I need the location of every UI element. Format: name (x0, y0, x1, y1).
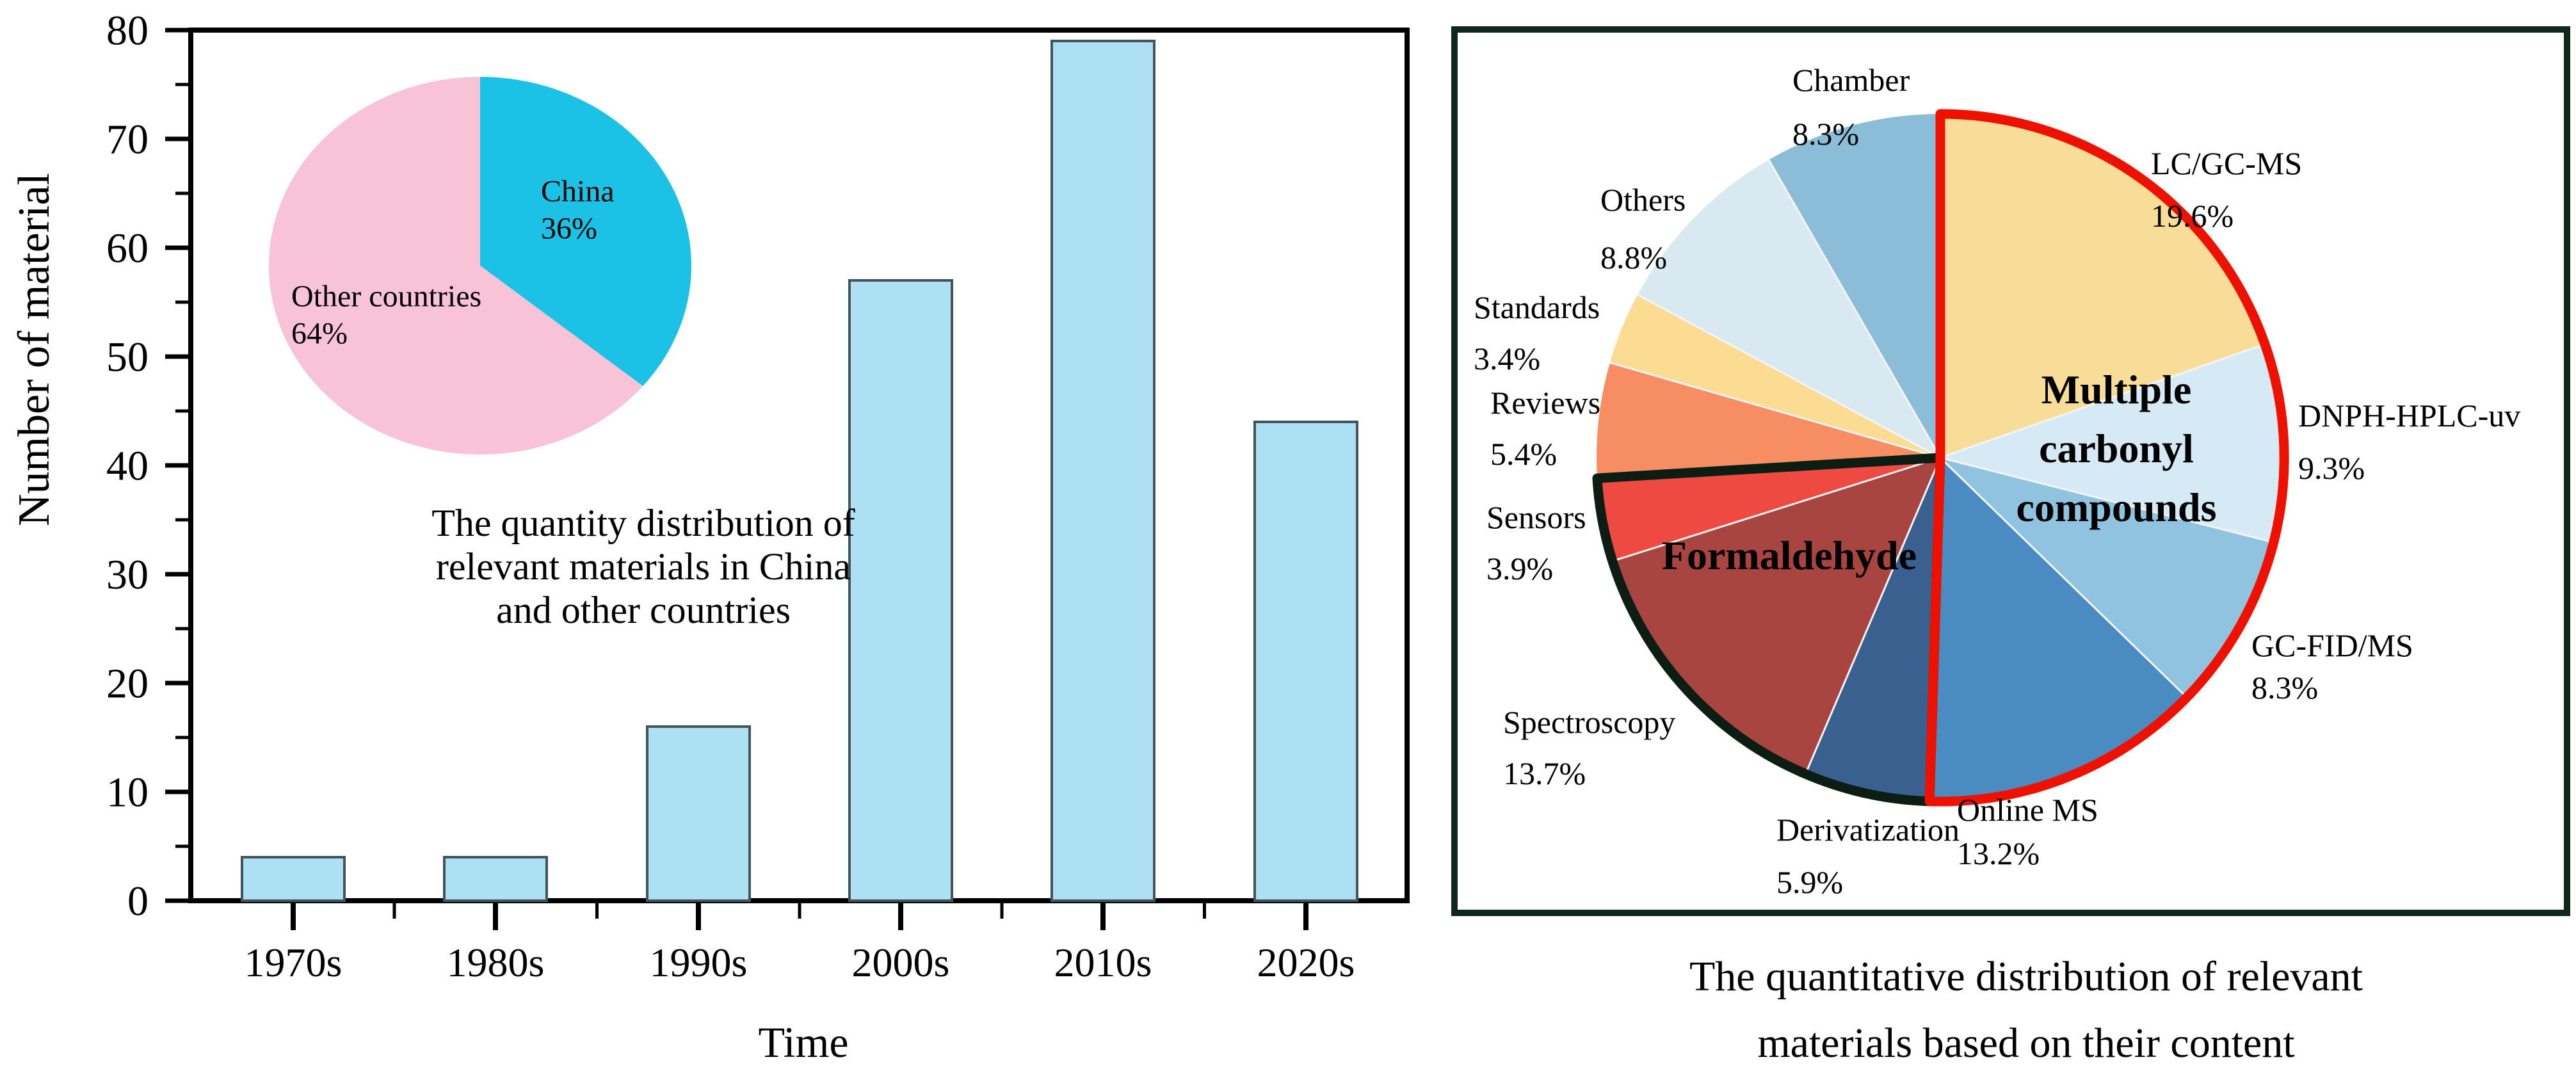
pie-slice-DNPH-HPLC-uv (1940, 344, 2285, 543)
pie-label-Chamber: Chamber (1792, 62, 1910, 98)
pie-slice-Reviews (1597, 362, 1940, 479)
pie-slice-Online MS (1929, 458, 2187, 801)
pie-label-Spectroscopy: Spectroscopy (1503, 704, 1675, 740)
pie-slice-Derivatization (1805, 458, 1940, 801)
x-tick-label: 2010s (1054, 940, 1152, 985)
bar-1980s (443, 856, 548, 902)
x-tick-label: 2000s (852, 940, 950, 985)
group-label-Multiple carbonyl compounds: Multiple (2041, 367, 2192, 412)
y-tick-label: 70 (106, 116, 149, 163)
pie-label-Reviews: Reviews (1490, 385, 1600, 421)
slice-divider (1940, 456, 2274, 544)
y-tick-label: 50 (106, 334, 149, 380)
bar-1990s (646, 725, 751, 902)
slice-divider (1637, 293, 1941, 459)
bar-2000s (848, 279, 953, 902)
y-tick-label: 20 (106, 660, 149, 707)
y-tick-label: 60 (106, 225, 149, 271)
x-tick-label: 1990s (650, 940, 748, 985)
content-pie-caption-line: The quantitative distribution of relevan… (1689, 953, 2363, 1000)
pie-pct-Derivatization: 5.9% (1776, 864, 1843, 900)
pie-label-Standards: Standards (1474, 289, 1600, 325)
inset-slice-label: China (541, 174, 615, 208)
content-pie-caption-line: materials based on their content (1757, 1020, 2295, 1067)
y-axis-title: Number of material (10, 173, 59, 526)
pie-pct-DNPH-HPLC-uv: 9.3% (2298, 450, 2365, 486)
bar-2020s (1253, 421, 1358, 902)
inset-pie-caption-line: relevant materials in China (435, 545, 851, 588)
pie-label-LC/GC-MS: LC/GC-MS (2151, 145, 2302, 181)
pie-label-GC-FID/MS: GC-FID/MS (2251, 627, 2413, 663)
content-pie-panel: LC/GC-MS 19.6% DNPH-HPLC-uv 9.3% GC-FID/MS 8.… (1451, 26, 2570, 916)
pie-pct-Reviews: 5.4% (1490, 436, 1557, 472)
x-tick-label: 1980s (447, 940, 545, 985)
pie-slice-Sensors (1597, 458, 1940, 561)
slice-divider (1767, 159, 1942, 458)
pie-label-Online MS: Online MS (1957, 792, 2098, 828)
x-tick-label: 2020s (1257, 940, 1355, 985)
pie-pct-Online MS: 13.2% (1957, 835, 2040, 871)
inset-slice-label: Other countries (291, 279, 481, 313)
pie-pct-Sensors: 3.9% (1486, 551, 1553, 586)
inset-slice-pct: 36% (541, 211, 597, 245)
pie-pct-LC/GC-MS: 19.6% (2151, 198, 2234, 234)
pie-slice-Chamber (1768, 114, 1940, 458)
group-outline-Formaldehyde (1592, 453, 1945, 807)
bar-1970s (241, 856, 346, 902)
pie-slice-Standards (1609, 294, 1940, 458)
group-label-Multiple carbonyl compounds: compounds (2017, 485, 2217, 530)
inset-pie-caption-line: and other countries (496, 589, 791, 631)
y-tick-label: 30 (106, 551, 149, 598)
group-label-Multiple carbonyl compounds: carbonyl (2039, 426, 2194, 471)
pie-pct-Spectroscopy: 13.7% (1503, 755, 1586, 791)
inset-slice-Other countries (269, 77, 643, 455)
y-tick-label: 80 (106, 7, 149, 54)
pie-label-DNPH-HPLC-uv: DNPH-HPLC-uv (2298, 398, 2520, 433)
pie-label-Others: Others (1600, 182, 1686, 218)
pie-pct-Standards: 3.4% (1474, 341, 1540, 376)
inset-slice-pct: 64% (291, 316, 348, 350)
group-outline-Multiple carbonyl compounds (1924, 109, 2289, 807)
y-tick-label: 0 (127, 878, 149, 924)
group-label-Formaldehyde: Formaldehyde (1662, 533, 1917, 578)
pie-pct-Others: 8.8% (1600, 239, 1667, 275)
left-bar-chart: 0 10 20 30 40 50 60 70 80 1970s 1980s 1990s 2000s 201… (10, 7, 1410, 1067)
pie-slice-Others (1638, 159, 1940, 458)
x-tick-label: 1970s (245, 940, 342, 985)
slice-divider (1612, 456, 1941, 562)
y-tick-label: 10 (106, 769, 149, 816)
pie-pct-Chamber: 8.3% (1792, 116, 1859, 152)
inset-pie-caption: The quantity distribution of relevant ma… (269, 501, 1018, 632)
pie-slice-GC-FID/MS (1940, 458, 2274, 698)
slice-divider (1805, 457, 1942, 775)
slice-divider (1939, 456, 2188, 698)
inset-pie-caption-line: The quantity distribution of (431, 502, 855, 544)
pie-pct-GC-FID/MS: 8.3% (2251, 670, 2318, 705)
inset-slice-China (480, 77, 692, 387)
pie-label-Sensors: Sensors (1486, 499, 1586, 535)
pie-label-Derivatization: Derivatization (1776, 812, 1960, 848)
slice-divider (1609, 362, 1941, 459)
x-axis-title: Time (758, 1018, 848, 1067)
content-pie-caption: The quantitative distribution of relevan… (1568, 944, 2484, 1077)
bar-2010s (1051, 40, 1155, 902)
slice-divider (1940, 343, 2266, 459)
y-tick-label: 40 (106, 442, 149, 489)
